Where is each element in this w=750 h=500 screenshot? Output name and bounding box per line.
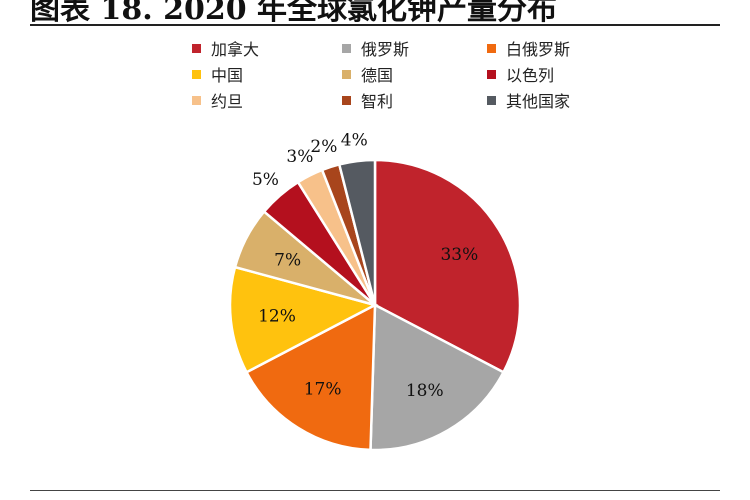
data-label-belarus: 17% xyxy=(304,380,342,400)
legend-item-china: 中国 xyxy=(192,64,342,85)
legend-label: 白俄罗斯 xyxy=(506,40,571,59)
legend-label: 智利 xyxy=(361,92,394,111)
legend-swatch xyxy=(192,69,201,79)
data-label-jordan: 3% xyxy=(286,147,313,167)
pie-slice-china xyxy=(228,265,379,374)
legend-item-chile: 智利 xyxy=(342,90,487,111)
pie-slice-belarus xyxy=(244,302,377,452)
legend: 加拿大 俄罗斯 白俄罗斯 中国 德国 以色列 约旦 智利 其他国家 xyxy=(192,38,617,111)
legend-swatch xyxy=(342,43,351,53)
top-rule xyxy=(30,24,720,26)
legend-swatch xyxy=(192,95,201,105)
legend-item-jordan: 约旦 xyxy=(192,90,342,111)
data-label-russia: 18% xyxy=(406,381,444,401)
legend-label: 加拿大 xyxy=(211,40,260,59)
legend-item-germany: 德国 xyxy=(342,64,487,85)
data-label-israel: 5% xyxy=(252,170,279,190)
data-label-canada: 33% xyxy=(440,245,478,265)
legend-item-belarus: 白俄罗斯 xyxy=(487,38,617,59)
pie-slice-russia xyxy=(369,302,506,452)
legend-item-russia: 俄罗斯 xyxy=(342,38,487,59)
legend-label: 约旦 xyxy=(211,92,244,111)
legend-item-others: 其他国家 xyxy=(487,90,617,111)
legend-label: 其他国家 xyxy=(506,92,571,111)
legend-label: 中国 xyxy=(211,66,244,85)
bottom-rule xyxy=(30,490,720,491)
data-label-germany: 7% xyxy=(274,250,301,270)
chart-title: 图表 18. 2020 年全球氯化钾产量分布 xyxy=(30,0,558,27)
legend-swatch xyxy=(192,43,201,53)
legend-item-israel: 以色列 xyxy=(487,64,617,85)
legend-swatch xyxy=(342,95,351,105)
pie-slice-others xyxy=(337,158,377,306)
legend-swatch xyxy=(487,95,496,105)
legend-swatch xyxy=(487,43,496,53)
pie-slice-canada xyxy=(373,158,522,374)
data-label-chile: 2% xyxy=(310,137,337,157)
legend-item-canada: 加拿大 xyxy=(192,38,342,59)
legend-label: 德国 xyxy=(361,66,394,85)
legend-swatch xyxy=(342,69,351,79)
legend-swatch xyxy=(487,69,496,79)
data-label-others: 4% xyxy=(341,130,368,150)
data-label-china: 12% xyxy=(258,307,296,327)
legend-label: 以色列 xyxy=(506,66,555,85)
legend-label: 俄罗斯 xyxy=(361,40,410,59)
